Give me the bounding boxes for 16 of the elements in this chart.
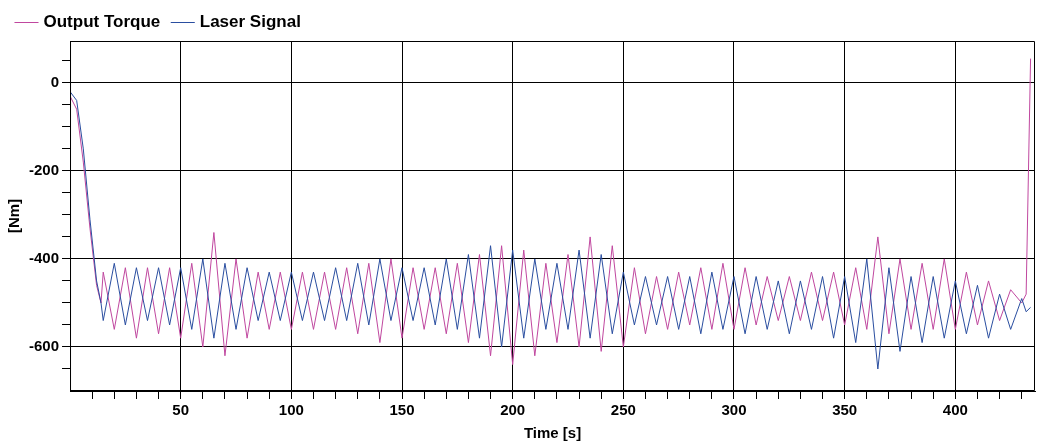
y-tick-label: -600 bbox=[28, 337, 60, 355]
y-tick-label: -400 bbox=[28, 249, 60, 267]
x-tick-label: 100 bbox=[278, 401, 304, 419]
x-tick-label: 350 bbox=[832, 401, 858, 419]
x-axis-title: Time [s] bbox=[523, 424, 582, 442]
y-tick-label: -200 bbox=[28, 161, 60, 179]
legend-label: Output Torque bbox=[43, 12, 161, 32]
y-axis-title: [Nm] bbox=[5, 198, 23, 234]
x-tick-label: 50 bbox=[172, 401, 190, 419]
x-tick-label: 400 bbox=[942, 401, 968, 419]
x-tick-label: 200 bbox=[500, 401, 526, 419]
y-tick-label: 0 bbox=[50, 72, 60, 90]
x-tick-label: 250 bbox=[610, 401, 636, 419]
legend-label: Laser Signal bbox=[199, 12, 301, 32]
x-tick-label: 300 bbox=[721, 401, 747, 419]
x-tick-label: 150 bbox=[389, 401, 415, 419]
